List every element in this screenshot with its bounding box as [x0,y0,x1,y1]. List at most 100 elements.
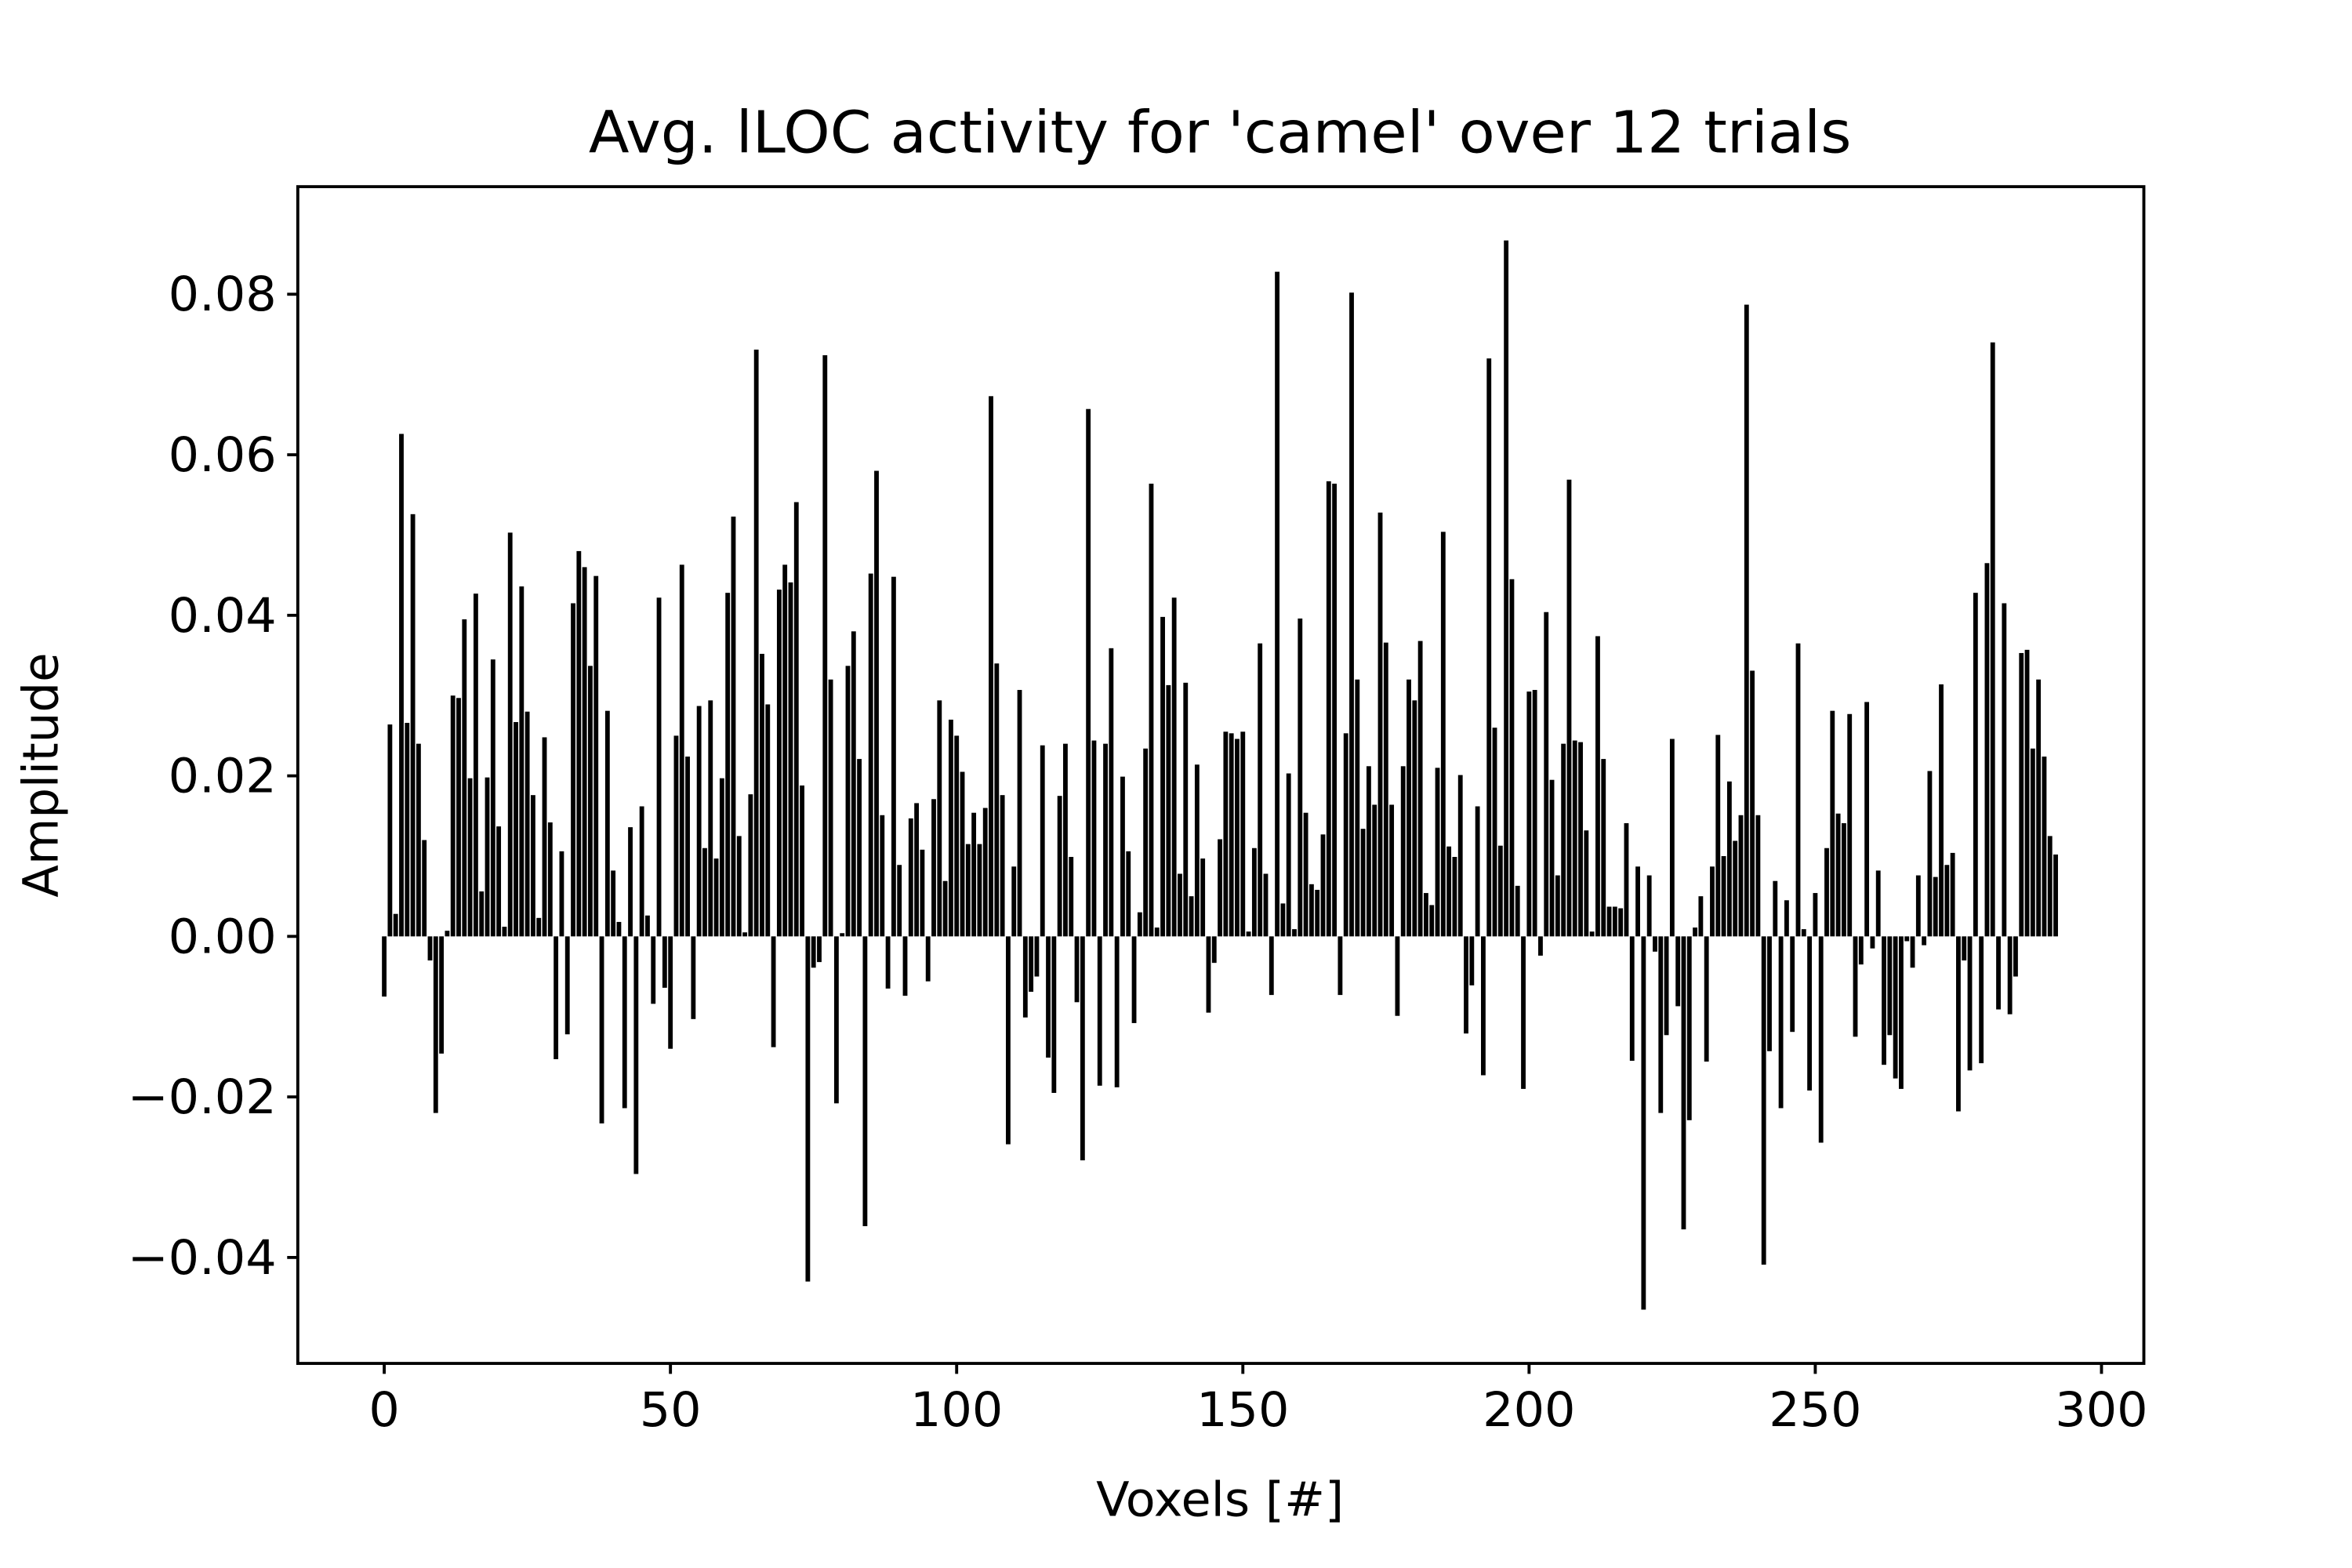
x-tick-label: 50 [640,1383,702,1438]
bar [868,573,873,937]
bar [1584,830,1589,937]
bar [1464,936,1468,1034]
y-tick-label: −0.02 [128,1070,277,1125]
bar [1097,936,1102,1086]
bar [2019,652,2024,937]
bar [1669,739,1675,937]
bar [1469,936,1475,985]
bar [1962,936,1967,961]
bar [1761,936,1766,1265]
bar [1320,834,1326,937]
bar [1595,636,1600,937]
bar [982,808,988,937]
bar [2047,836,2053,937]
bar [989,396,993,937]
bar [1887,936,1893,1036]
bar [1578,742,1583,937]
bar [1417,641,1423,937]
x-tick-label: 250 [1769,1383,1861,1438]
bar [1160,616,1165,937]
bar [1813,893,1818,937]
bar [696,706,702,937]
bar [1922,936,1927,946]
y-axis-label: Amplitude [13,652,70,897]
bar [1973,593,1978,937]
bar [1355,679,1360,937]
bar [1984,563,1990,937]
y-tick-label: 0.02 [169,749,277,804]
bar [1349,292,1354,937]
bar [2002,603,2007,937]
bar [593,575,599,937]
bar [748,794,753,937]
bar [456,698,461,937]
bar [1120,776,1125,937]
bar [1693,927,1697,937]
bar [514,721,518,937]
bar [731,516,736,937]
bar [1246,931,1251,937]
bar [1057,796,1062,937]
bar [1715,735,1721,937]
bar [691,936,696,1019]
bar [914,803,920,937]
bar [1549,779,1555,937]
bar [1286,773,1291,937]
bar [1269,936,1274,996]
bar [1864,702,1870,937]
bar [994,663,1000,937]
bar [1251,848,1257,937]
bar [547,822,553,937]
bar [1950,852,1955,937]
bar [1526,691,1532,937]
bar [1738,815,1744,937]
bar [874,470,879,937]
bar [719,778,724,937]
bar [668,936,673,1049]
bar [805,936,811,1282]
bar [1423,893,1428,937]
bar [473,593,478,937]
bar [1658,936,1664,1113]
bar [1429,905,1435,937]
bar [656,597,662,937]
bar [1899,936,1904,1089]
bar [1000,795,1005,937]
bar [1446,846,1452,937]
bar [1589,931,1595,937]
bar [1303,812,1308,937]
bar [1218,839,1222,937]
bar [1875,870,1881,937]
x-tick-label: 0 [368,1383,399,1438]
bar [1051,936,1057,1094]
bar [616,921,622,937]
bar [857,759,862,937]
bar [559,851,564,937]
bar [702,848,707,937]
bar [1824,848,1829,937]
bar [479,891,485,937]
bar [1178,873,1182,937]
bar [633,936,639,1174]
bar [1206,936,1211,1013]
bar [1933,877,1938,937]
bar [1726,781,1732,937]
x-tick-label: 100 [910,1383,1003,1438]
bar [822,355,828,937]
bar [1046,936,1051,1058]
bar [1366,766,1371,937]
bar [439,936,445,1054]
bar [536,917,542,937]
bar [1063,743,1068,937]
x-tick-label: 150 [1196,1383,1289,1438]
bar [817,936,822,963]
x-tick-label: 200 [1483,1383,1575,1438]
bar [1189,896,1194,937]
bar [862,936,868,1226]
bar [793,502,799,937]
bar [891,576,896,937]
bar [542,737,547,937]
bar [1440,532,1446,937]
bar [611,870,616,937]
bar [1497,845,1503,937]
